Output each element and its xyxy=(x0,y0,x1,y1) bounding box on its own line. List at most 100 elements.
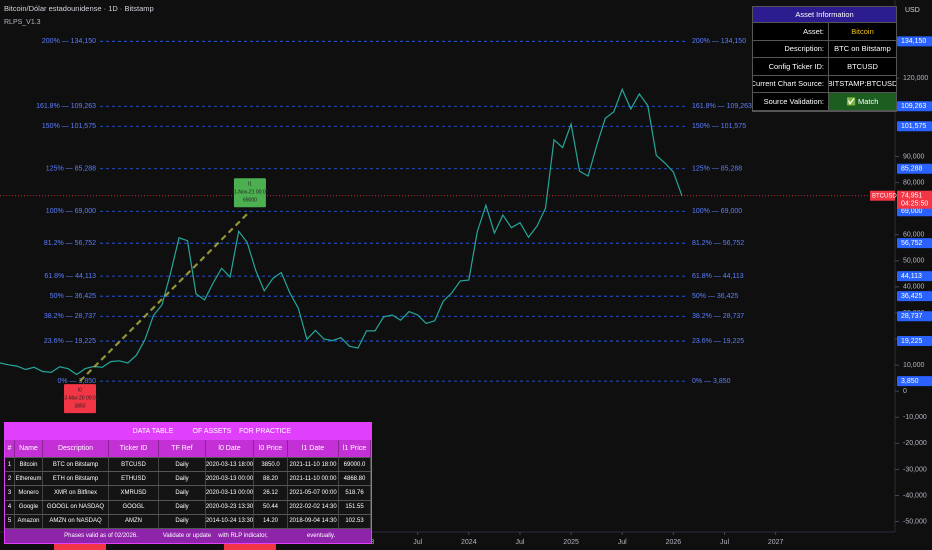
data-table-cell: 3 xyxy=(5,486,15,500)
asset-info-value: Bitcoin xyxy=(851,26,874,36)
fib-label-left: 200% — 134,150 xyxy=(42,38,96,45)
asset-info-row: Source Validation: ✅ Match xyxy=(753,93,896,111)
fib-label-right: 200% — 134,150 xyxy=(692,38,746,45)
data-table-cell: 2 xyxy=(5,472,15,486)
data-table-title: DATA TABLE xyxy=(132,428,174,435)
data-table-cell: 2021-11-10 18:00 xyxy=(288,458,339,472)
data-table-cell: 69000.0 xyxy=(339,458,371,472)
asset-info-table: Asset Information Asset: Bitcoin Descriptio… xyxy=(752,6,897,112)
fib-axis-tag xyxy=(897,291,932,302)
fib-label-left: 150% — 101,575 xyxy=(42,123,96,130)
anchor-name: l1 xyxy=(248,182,252,188)
y-tick-label: 60,000 xyxy=(903,232,925,239)
fib-axis-label: 3,850 xyxy=(901,378,919,385)
anchor-value: 69000 xyxy=(243,198,257,204)
data-table-cell: XMR on Bitfinex xyxy=(43,486,109,500)
fib-axis-label: 56,752 xyxy=(901,240,923,247)
asset-info-row: Asset: Bitcoin xyxy=(753,23,896,41)
x-tick-label: 2024 xyxy=(461,539,477,546)
fib-label-left: 23.6% — 19,225 xyxy=(44,338,96,345)
asset-info-label: Asset: xyxy=(753,23,829,40)
y-tick-label: 90,000 xyxy=(903,153,925,160)
data-table-title: OF ASSETS xyxy=(192,428,232,435)
data-table-cell: GOOGL on NASDAQ xyxy=(43,500,109,514)
fib-label-right: 161.8% — 109,263 xyxy=(692,103,752,110)
data-table-cell: Google xyxy=(15,500,43,514)
data-table-cell: 2021-05-07 00:00 xyxy=(288,486,339,500)
asset-info-value: BITSTAMP:BTCUSD xyxy=(829,79,896,89)
data-table-footer: Phases valid as of 02/2026. Validate or u… xyxy=(5,527,371,543)
fib-label-right: 50% — 36,425 xyxy=(692,293,738,300)
data-table-cell: Daily xyxy=(159,500,206,514)
data-table-row: 5 Amazon AMZN on NASDAQ AMZN Daily 2014-10-24… xyxy=(5,513,371,528)
footer-cell: Phases valid as of 02/2026. xyxy=(64,532,138,539)
fib-axis-tag xyxy=(897,101,932,112)
fib-axis-label: 36,425 xyxy=(901,293,923,300)
data-table-cell: ETH on Bitstamp xyxy=(43,472,109,486)
fib-label-right: 150% — 101,575 xyxy=(692,123,746,130)
fib-axis-label: 44,113 xyxy=(901,273,922,280)
x-tick-label: 2027 xyxy=(768,539,784,546)
data-table-cell: 2020-03-13 18:00 xyxy=(206,458,254,472)
footer-cell: eventually. xyxy=(306,532,336,539)
x-tick-label: Jul xyxy=(618,539,627,546)
currency[interactable]: USD xyxy=(905,7,920,14)
fib-axis-tag xyxy=(897,271,932,282)
data-table-row: 4 Google GOOGL on NASDAQ GOOGL Daily 2020-03-… xyxy=(5,499,371,514)
data-table-cell: 3850.0 xyxy=(254,458,288,472)
fib-label-left: 81.2% — 56,752 xyxy=(44,240,96,247)
asset-info-label: Config Ticker ID: xyxy=(753,58,829,75)
countdown: 04:25:50 xyxy=(901,201,928,208)
data-table-cell: 14.20 xyxy=(254,514,288,528)
y-tick-label: 80,000 xyxy=(903,179,925,186)
data-table-row: 3 Monero XMR on Bitfinex XMRUSD Daily 2020-03… xyxy=(5,485,371,500)
asset-info-label: Current Chart Source: xyxy=(753,75,829,92)
fib-label-left: 50% — 36,425 xyxy=(50,293,96,300)
y-tick-label: 0 xyxy=(903,388,907,395)
fib-label-right: 81.2% — 56,752 xyxy=(692,240,744,247)
data-table-cell: GOOGL xyxy=(109,500,159,514)
column-header: Description xyxy=(43,440,109,457)
data-table-cell: Monero xyxy=(15,486,43,500)
data-table-cell: 2020-03-13 00:00 xyxy=(206,472,254,486)
data-table-title xyxy=(5,423,117,440)
asset-info-label: Description: xyxy=(753,40,829,57)
data-table-cell: 2020-03-13 00:00 xyxy=(206,486,254,500)
footer-cell xyxy=(5,529,43,543)
anchor-connector xyxy=(79,210,251,382)
data-table-cell: 4868.80 xyxy=(339,472,371,486)
anchor-date: 11-Nov-21 00:00 xyxy=(232,190,269,196)
fib-label-right: 100% — 69,000 xyxy=(692,208,742,215)
data-table-cell: 2020-03-23 13:30 xyxy=(206,500,254,514)
data-table-cell: 151.55 xyxy=(339,500,371,514)
y-tick-label: -10,000 xyxy=(903,414,927,421)
fib-label-left: 0% — 3,850 xyxy=(57,378,96,385)
data-table-cell: Daily xyxy=(159,458,206,472)
y-tick-label: -50,000 xyxy=(903,518,927,525)
asset-info-value: BTC on Bitstamp xyxy=(834,44,891,54)
fib-axis-tag xyxy=(897,36,932,47)
x-tick-label: Jul xyxy=(413,539,422,546)
column-header: l1 Price xyxy=(339,440,371,457)
fib-axis-tag xyxy=(897,206,932,217)
current-price-tag xyxy=(897,190,932,209)
column-header: l1 Date xyxy=(288,440,339,457)
data-table-cell: Daily xyxy=(159,472,206,486)
data-table-cell: 88.20 xyxy=(254,472,288,486)
series-tag xyxy=(870,190,895,201)
anchor-name: l0 xyxy=(78,387,82,393)
anchor-box xyxy=(233,178,266,208)
fib-axis-tag xyxy=(897,336,932,347)
y-tick-label: 50,000 xyxy=(903,258,925,265)
data-table-cell: Daily xyxy=(159,486,206,500)
data-table-row: 1 Bitcoin BTC on Bitstamp BTCUSD Daily 2020-0… xyxy=(5,457,371,472)
asset-info-row: Description: BTC on Bitstamp xyxy=(753,40,896,58)
y-tick-label: 120,000 xyxy=(903,75,928,82)
anchor-box xyxy=(64,384,97,414)
fib-axis-label: 134,150 xyxy=(901,38,926,45)
data-table-title-row: DATA TABLE OF ASSETS FOR PRACTICE xyxy=(5,423,371,440)
fib-axis-tag xyxy=(897,163,932,174)
fib-axis-tag xyxy=(897,376,932,387)
fib-label-left: 161.8% — 109,263 xyxy=(36,103,96,110)
